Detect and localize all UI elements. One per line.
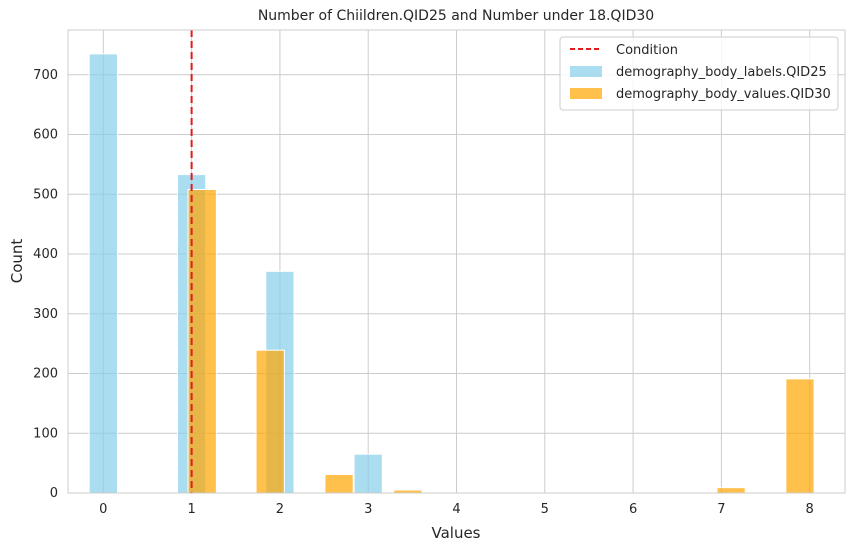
y-axis-label: Count xyxy=(8,239,26,284)
x-tick-label: 5 xyxy=(541,502,549,517)
legend-box xyxy=(559,36,839,111)
x-tick-label: 7 xyxy=(717,502,725,517)
legend-values-label: demography_body_values.QID30 xyxy=(616,87,831,102)
x-tick-label: 6 xyxy=(629,502,637,517)
bar-qid30 xyxy=(187,189,217,494)
y-tick-label: 200 xyxy=(33,367,58,382)
y-tick-label: 500 xyxy=(33,187,58,202)
chart-title: Number of Chiildren.QID25 and Number und… xyxy=(258,8,654,24)
x-tick-label: 2 xyxy=(276,502,284,517)
legend-values-swatch xyxy=(570,88,602,99)
legend-labels-label: demography_body_labels.QID25 xyxy=(616,65,827,80)
x-tick-label: 1 xyxy=(187,502,195,517)
bar-qid30 xyxy=(324,473,354,494)
x-tick-label: 4 xyxy=(452,502,460,517)
plot-frame xyxy=(67,29,846,494)
legend: Condition demography_body_labels.QID25 d… xyxy=(559,36,839,111)
y-tick-label: 0 xyxy=(50,486,58,501)
legend-labels-swatch xyxy=(570,66,602,77)
y-tick-label: 600 xyxy=(33,128,58,143)
x-tick-label: 3 xyxy=(364,502,372,517)
x-axis-label: Values xyxy=(431,524,480,542)
legend-condition-label: Condition xyxy=(616,43,678,58)
tick-labels: 0 1 2 3 4 5 6 7 8 0 100 200 300 400 500 600 700 xyxy=(33,68,814,517)
bar-qid30 xyxy=(255,349,285,494)
x-tick-label: 8 xyxy=(806,502,814,517)
y-tick-label: 300 xyxy=(33,307,58,322)
bar-qid25 xyxy=(88,53,118,494)
bar-qid30 xyxy=(785,378,815,494)
y-tick-label: 700 xyxy=(33,68,58,83)
bar-qid25 xyxy=(353,453,383,494)
y-tick-label: 400 xyxy=(33,247,58,262)
bar-qid30 xyxy=(716,487,746,494)
y-tick-label: 100 xyxy=(33,426,58,441)
x-tick-label: 0 xyxy=(99,502,107,517)
